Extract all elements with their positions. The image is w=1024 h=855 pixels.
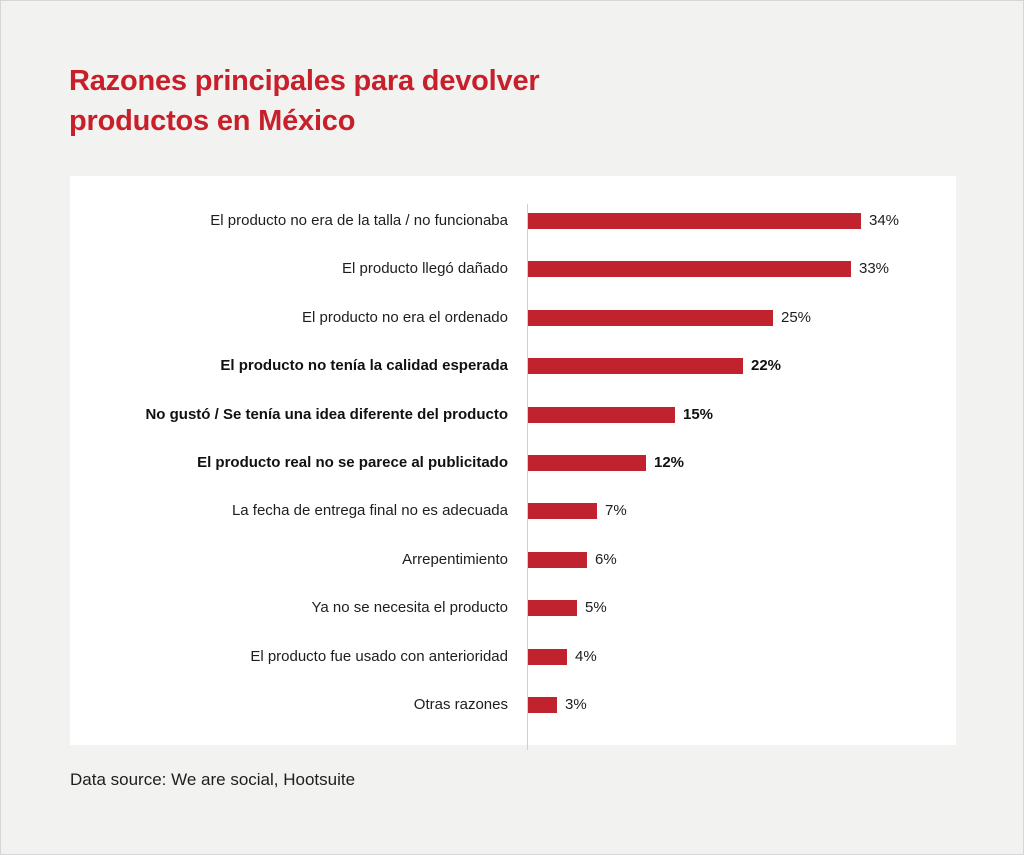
- bar-row: La fecha de entrega final no es adecuada…: [70, 501, 956, 521]
- value-label: 15%: [683, 405, 714, 423]
- bar: [528, 455, 646, 471]
- category-label: Arrepentimiento: [402, 550, 508, 568]
- category-label: El producto fue usado con anterioridad: [250, 647, 508, 665]
- value-label: 33%: [859, 260, 890, 278]
- category-label: El producto no era de la talla / no func…: [210, 212, 508, 229]
- category-label: El producto real no se parece al publici…: [197, 454, 508, 471]
- category-label: El producto no tenía la calidad esperada: [220, 357, 508, 375]
- bar-row: El producto llegó dañado 33%: [70, 259, 956, 279]
- bar: [528, 406, 675, 423]
- bar: [528, 358, 743, 375]
- bar-row: Ya no se necesita el producto 5%: [70, 598, 956, 618]
- value-label: 4%: [575, 647, 597, 665]
- bar: [528, 309, 773, 326]
- data-source-note: Data source: We are social, Hootsuite: [70, 770, 356, 789]
- category-label: Ya no se necesita el producto: [311, 599, 508, 617]
- category-label: La fecha de entrega final no es adecuada: [231, 502, 508, 520]
- bar-row: Otras razones 3%: [70, 695, 956, 715]
- bar: [528, 648, 567, 665]
- bar: [528, 503, 597, 520]
- value-label: 5%: [585, 599, 607, 617]
- bar-row: El producto no era de la talla / no func…: [70, 211, 956, 231]
- category-label: No gustó / Se tenía una idea diferente d…: [145, 405, 508, 423]
- value-label: 12%: [654, 454, 685, 471]
- bar: [528, 261, 851, 278]
- bar-row: El producto fue usado con anterioridad 4%: [70, 647, 956, 667]
- bar: [528, 697, 557, 713]
- value-label: 25%: [781, 308, 812, 326]
- bar: [528, 551, 587, 568]
- bar: [528, 213, 861, 229]
- category-label: El producto no era el ordenado: [302, 308, 508, 326]
- value-label: 34%: [869, 212, 900, 229]
- category-axis-line: [527, 204, 528, 750]
- bar: [528, 600, 577, 617]
- value-label: 7%: [605, 502, 627, 520]
- bar-row: Arrepentimiento 6%: [70, 550, 956, 570]
- category-label: El producto llegó dañado: [342, 260, 508, 278]
- bar-row: El producto real no se parece al publici…: [70, 453, 956, 473]
- value-label: 3%: [565, 696, 587, 713]
- chart-title: Razones principales para devolver produc…: [69, 65, 540, 137]
- bar-row: No gustó / Se tenía una idea diferente d…: [70, 405, 956, 425]
- category-label: Otras razones: [413, 696, 508, 713]
- bar-row: El producto no era el ordenado 25%: [70, 308, 956, 328]
- chart-panel: El producto no era de la talla / no func…: [70, 176, 956, 750]
- bar-row: El producto no tenía la calidad esperada…: [70, 356, 956, 376]
- value-label: 22%: [751, 357, 782, 375]
- value-label: 6%: [595, 550, 617, 568]
